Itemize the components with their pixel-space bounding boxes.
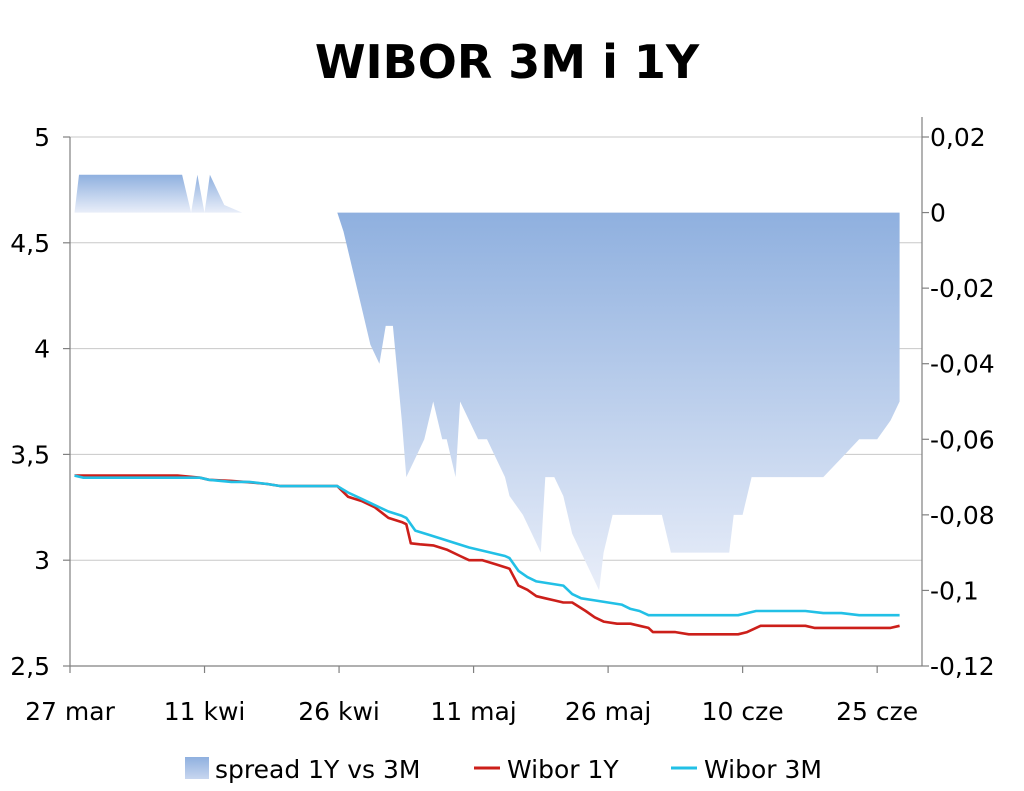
right-axis-ticks: -0,12 -0,1 -0,08 -0,06 -0,04 -0,02 0 0,02 <box>922 123 995 681</box>
legend-label-spread: spread 1Y vs 3M <box>215 755 421 784</box>
series-line-wibor-3m <box>74 474 900 617</box>
right-tick-label-7: 0,02 <box>930 123 986 152</box>
x-tick-label-6: 25 cze <box>836 697 918 726</box>
right-tick-label-3: -0,06 <box>930 425 995 454</box>
legend-swatch-spread <box>185 757 209 779</box>
right-tick-label-4: -0,04 <box>930 350 995 379</box>
legend-label-wibor-1y: Wibor 1Y <box>507 755 619 784</box>
left-tick-label-2: 3,5 <box>10 440 50 469</box>
right-tick-label-2: -0,08 <box>930 501 995 530</box>
left-tick-label-4: 4,5 <box>10 229 50 258</box>
axes <box>69 117 923 667</box>
right-tick-label-6: 0 <box>930 199 946 228</box>
legend-label-wibor-3m: Wibor 3M <box>704 755 822 784</box>
x-tick-label-5: 10 cze <box>702 697 784 726</box>
spread-area-segment-0 <box>74 174 243 213</box>
x-tick-label-3: 11 maj <box>430 697 516 726</box>
x-tick-label-4: 26 maj <box>565 697 651 726</box>
x-tick-label-1: 11 kwi <box>164 697 246 726</box>
right-tick-label-5: -0,02 <box>930 274 995 303</box>
spread-area-segment-1 <box>337 212 900 591</box>
right-tick-label-0: -0,12 <box>930 652 995 681</box>
left-tick-label-3: 4 <box>34 335 50 364</box>
right-tick-label-1: -0,1 <box>930 576 979 605</box>
x-tick-label-2: 26 kwi <box>298 697 380 726</box>
x-tick-label-0: 27 mar <box>25 697 115 726</box>
left-tick-label-0: 2,5 <box>10 652 50 681</box>
legend: spread 1Y vs 3M Wibor 1Y Wibor 3M <box>185 755 822 784</box>
spread-area <box>74 174 900 591</box>
x-axis-ticks: 27 mar 11 kwi 26 kwi 11 maj 26 maj 10 cze 25 c… <box>25 666 918 726</box>
left-tick-label-1: 3 <box>34 546 50 575</box>
chart-title: WIBOR 3M i 1Y <box>315 35 700 89</box>
left-tick-label-5: 5 <box>34 123 50 152</box>
series-lines <box>74 474 900 636</box>
left-axis-ticks: 2,5 3 3,5 4 4,5 5 <box>10 123 70 681</box>
